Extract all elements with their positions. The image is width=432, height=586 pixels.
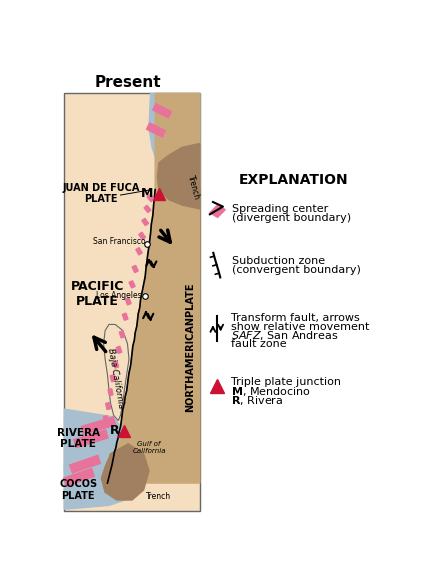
Polygon shape	[64, 451, 138, 509]
Text: Trench: Trench	[146, 492, 171, 500]
Text: San Francisco: San Francisco	[92, 237, 145, 246]
Polygon shape	[113, 361, 118, 368]
Polygon shape	[108, 93, 200, 483]
Text: Los Angeles: Los Angeles	[96, 291, 142, 301]
Polygon shape	[106, 403, 111, 410]
Bar	[64, 93, 200, 511]
Polygon shape	[101, 444, 149, 500]
Polygon shape	[110, 375, 115, 382]
Polygon shape	[210, 205, 225, 217]
Polygon shape	[125, 298, 131, 305]
Text: Transform fault, arrows: Transform fault, arrows	[231, 314, 359, 323]
Polygon shape	[116, 346, 122, 353]
Text: Spreading center: Spreading center	[232, 204, 328, 214]
Polygon shape	[136, 248, 142, 255]
Text: show relative movement: show relative movement	[231, 322, 369, 332]
Polygon shape	[64, 409, 124, 471]
Text: (divergent boundary): (divergent boundary)	[232, 213, 351, 223]
Text: M: M	[141, 187, 154, 200]
Polygon shape	[158, 144, 200, 209]
Polygon shape	[132, 265, 138, 272]
Text: Subduction zone: Subduction zone	[232, 255, 325, 265]
Polygon shape	[104, 415, 108, 423]
Text: RIVERA
PLATE: RIVERA PLATE	[57, 428, 100, 449]
Text: fault zone: fault zone	[231, 339, 286, 349]
Text: EXPLANATION: EXPLANATION	[239, 173, 349, 188]
Text: PACIFIC
PLATE: PACIFIC PLATE	[71, 280, 124, 308]
Polygon shape	[122, 313, 128, 321]
Text: Baja California: Baja California	[106, 347, 126, 409]
Text: JUAN DE FUCA
PLATE: JUAN DE FUCA PLATE	[63, 183, 140, 205]
Text: $\bf{R}$, Rivera: $\bf{R}$, Rivera	[231, 394, 283, 407]
Polygon shape	[149, 93, 200, 192]
Text: Gulf of
California: Gulf of California	[132, 441, 166, 454]
Text: COCOS
PLATE: COCOS PLATE	[59, 479, 97, 501]
Text: R: R	[110, 424, 120, 437]
Text: (convergent boundary): (convergent boundary)	[232, 265, 361, 275]
Text: NORTHAMERICANPLATE: NORTHAMERICANPLATE	[185, 283, 195, 413]
Text: $\it{SAFZ}$, San Andreas: $\it{SAFZ}$, San Andreas	[231, 329, 338, 342]
Polygon shape	[119, 331, 125, 338]
Polygon shape	[104, 325, 129, 421]
Polygon shape	[129, 281, 135, 288]
Text: $\bf{M}$, Mendocino: $\bf{M}$, Mendocino	[231, 385, 311, 398]
Polygon shape	[144, 205, 151, 213]
Text: Present: Present	[95, 75, 162, 90]
Polygon shape	[139, 232, 146, 240]
Text: Triple plate junction: Triple plate junction	[231, 377, 341, 387]
Polygon shape	[108, 389, 113, 396]
Polygon shape	[142, 219, 149, 226]
Polygon shape	[147, 195, 154, 202]
Text: Trench: Trench	[186, 174, 201, 200]
